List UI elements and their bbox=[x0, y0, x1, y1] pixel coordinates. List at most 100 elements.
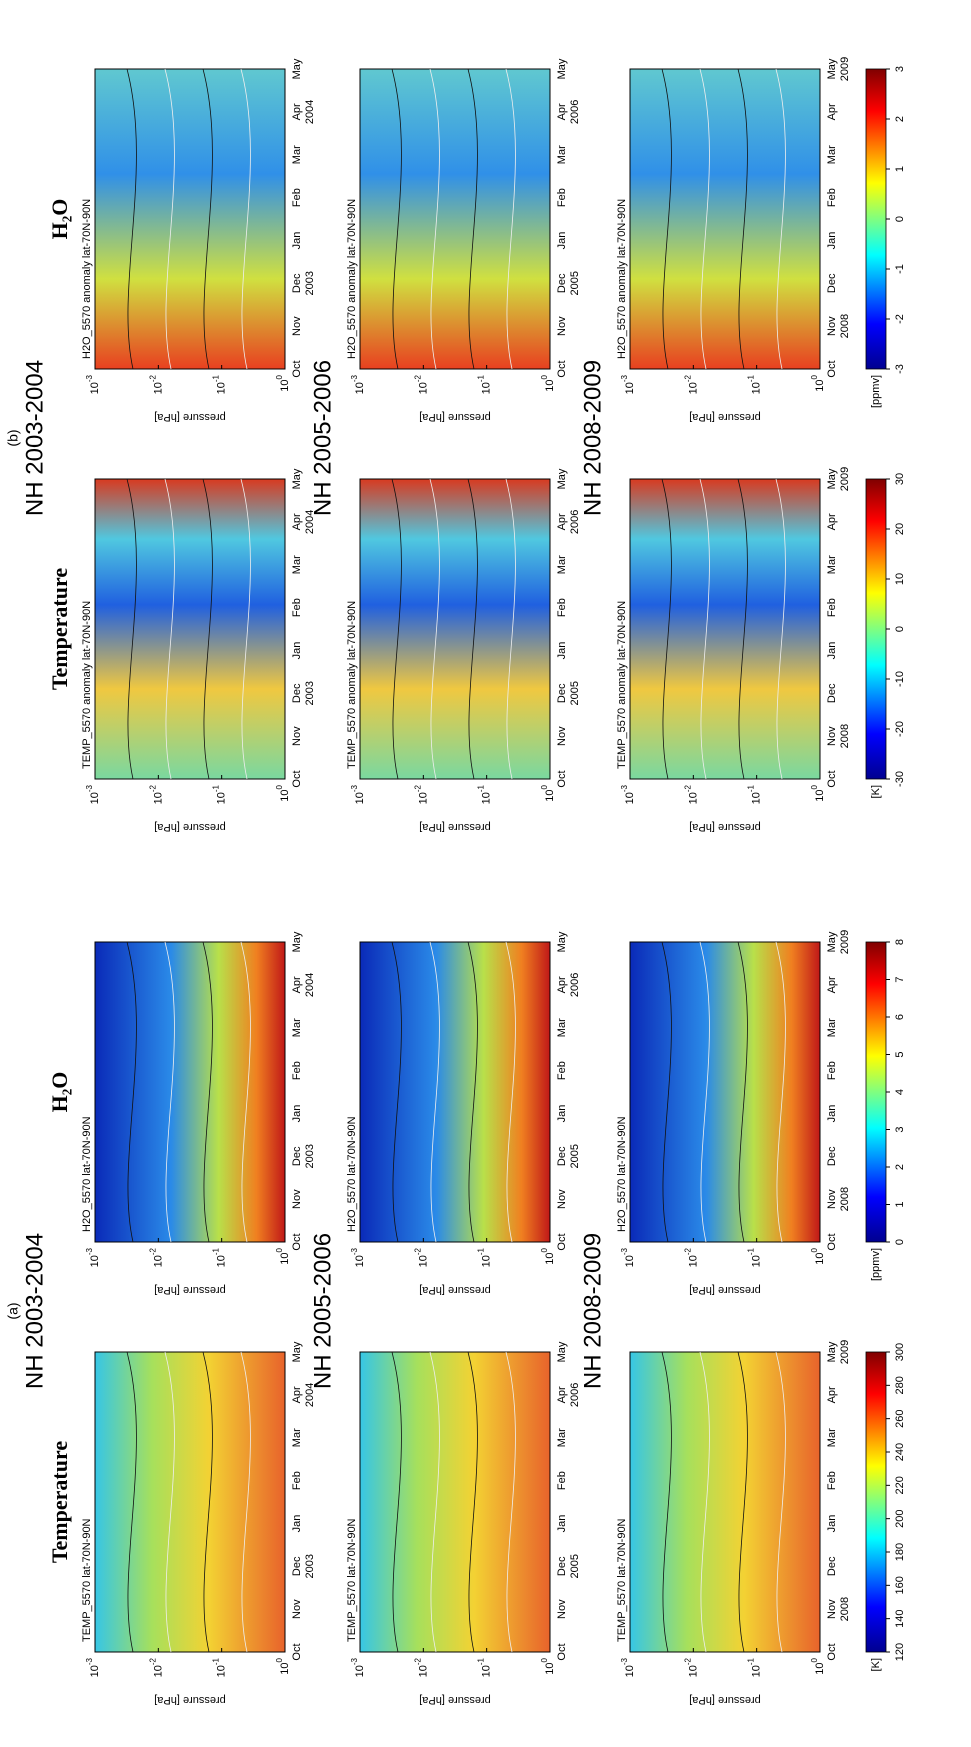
tick-exponent: 0 bbox=[275, 1657, 284, 1662]
pressure-tick-label: 10-2 bbox=[413, 374, 429, 394]
month-label: Dec bbox=[291, 273, 303, 293]
tick-base: 10 bbox=[89, 1665, 101, 1677]
tick-base: 10 bbox=[279, 1662, 291, 1674]
month-label: Feb bbox=[826, 1061, 838, 1080]
tick-exponent: -2 bbox=[413, 1247, 422, 1255]
pressure-tick-label: 10-3 bbox=[350, 784, 366, 804]
colorbar-tick-label: 3 bbox=[894, 1126, 906, 1132]
contour-line bbox=[467, 941, 478, 1243]
tick-base: 10 bbox=[216, 792, 228, 804]
month-label: Oct bbox=[291, 770, 303, 787]
month-label: Nov bbox=[826, 316, 838, 336]
contour-line bbox=[391, 941, 402, 1243]
month-label: Apr bbox=[291, 103, 303, 120]
tick-exponent: -1 bbox=[477, 784, 486, 792]
month-label: Dec bbox=[556, 1146, 568, 1166]
month-label: Nov bbox=[556, 1599, 568, 1619]
pressure-tick-label: 10-2 bbox=[148, 1657, 164, 1677]
contour-line bbox=[164, 68, 175, 370]
month-label: Apr bbox=[291, 1386, 303, 1403]
month-label: Dec bbox=[826, 1146, 838, 1166]
month-label: Apr bbox=[826, 513, 838, 530]
contour-plot bbox=[94, 478, 286, 780]
colorbar-tick-label: 0 bbox=[894, 626, 906, 632]
tick-base: 10 bbox=[417, 792, 429, 804]
tick-base: 10 bbox=[687, 382, 699, 394]
tick-base: 10 bbox=[624, 792, 636, 804]
pressure-tick-label: 10-1 bbox=[212, 374, 228, 394]
axis-label: pressure [hPa] bbox=[689, 1284, 761, 1296]
tick-base: 10 bbox=[544, 379, 556, 391]
contour-line bbox=[126, 68, 137, 370]
contour-line bbox=[240, 478, 251, 780]
colorbar-tick-label: 200 bbox=[894, 1509, 906, 1527]
pressure-tick-label: 100 bbox=[540, 374, 556, 391]
contour-line bbox=[737, 478, 748, 780]
plot-title: TEMP_5570 lat-70N-90N bbox=[346, 1518, 358, 1642]
month-label: Oct bbox=[291, 1643, 303, 1660]
year-label: 2008 bbox=[839, 314, 851, 338]
tick-base: 10 bbox=[354, 382, 366, 394]
tick-base: 10 bbox=[354, 792, 366, 804]
colorbar-tick-label: -30 bbox=[894, 771, 906, 787]
contour-line bbox=[661, 478, 672, 780]
month-label: May bbox=[291, 468, 303, 489]
tick-base: 10 bbox=[417, 1665, 429, 1677]
month-label: May bbox=[556, 58, 568, 79]
contour-line bbox=[391, 478, 402, 780]
colorbar-tick-label: -2 bbox=[894, 314, 906, 324]
month-label: Feb bbox=[826, 1471, 838, 1490]
tick-exponent: -2 bbox=[683, 1247, 692, 1255]
month-label: Jan bbox=[826, 1105, 838, 1123]
tick-base: 10 bbox=[814, 379, 826, 391]
tick-exponent: -2 bbox=[683, 784, 692, 792]
month-label: Feb bbox=[826, 188, 838, 207]
tick-exponent: 0 bbox=[810, 1247, 819, 1252]
pressure-tick-label: 10-2 bbox=[413, 1657, 429, 1677]
tick-base: 10 bbox=[624, 382, 636, 394]
month-label: Apr bbox=[556, 513, 568, 530]
colorbar-tick-label: 120 bbox=[894, 1643, 906, 1661]
year-label: 2005 bbox=[569, 1144, 581, 1168]
tick-exponent: -2 bbox=[148, 784, 157, 792]
tick-base: 10 bbox=[279, 1252, 291, 1264]
tick-exponent: -1 bbox=[747, 1657, 756, 1665]
contour-plot bbox=[94, 1351, 286, 1653]
pressure-tick-label: 100 bbox=[810, 374, 826, 391]
month-label: May bbox=[826, 1341, 838, 1362]
month-label: Mar bbox=[291, 145, 303, 164]
pressure-tick-label: 10-1 bbox=[747, 1247, 763, 1267]
tick-base: 10 bbox=[279, 789, 291, 801]
month-label: Jan bbox=[291, 1105, 303, 1123]
colorbar-tick-label: -3 bbox=[894, 364, 906, 374]
month-label: Oct bbox=[291, 360, 303, 377]
pressure-tick-label: 10-3 bbox=[620, 1657, 636, 1677]
month-label: Oct bbox=[291, 1233, 303, 1250]
contour-line bbox=[202, 1351, 213, 1653]
tick-exponent: -2 bbox=[683, 374, 692, 382]
axis-label: pressure [hPa] bbox=[419, 1694, 491, 1706]
colorbar-tick-label: 7 bbox=[894, 976, 906, 982]
year-label: 2003 bbox=[304, 1554, 316, 1578]
pressure-tick-label: 10-1 bbox=[477, 374, 493, 394]
month-label: Apr bbox=[556, 976, 568, 993]
tick-base: 10 bbox=[417, 382, 429, 394]
pressure-tick-label: 10-1 bbox=[477, 1657, 493, 1677]
contour-line bbox=[240, 1351, 251, 1653]
month-label: Nov bbox=[826, 726, 838, 746]
column-header: Temperature bbox=[47, 1441, 72, 1563]
month-label: Nov bbox=[291, 1189, 303, 1209]
tick-exponent: 0 bbox=[275, 784, 284, 789]
year-label: 2003 bbox=[304, 271, 316, 295]
month-label: Jan bbox=[291, 642, 303, 660]
tick-base: 10 bbox=[481, 1255, 493, 1267]
month-label: Feb bbox=[291, 188, 303, 207]
colorbar-tick-label: 1 bbox=[894, 1201, 906, 1207]
row-title: NH 2005-2006 bbox=[309, 360, 336, 516]
tick-exponent: 0 bbox=[275, 374, 284, 379]
tick-base: 10 bbox=[814, 1662, 826, 1674]
contour-line bbox=[737, 1351, 748, 1653]
